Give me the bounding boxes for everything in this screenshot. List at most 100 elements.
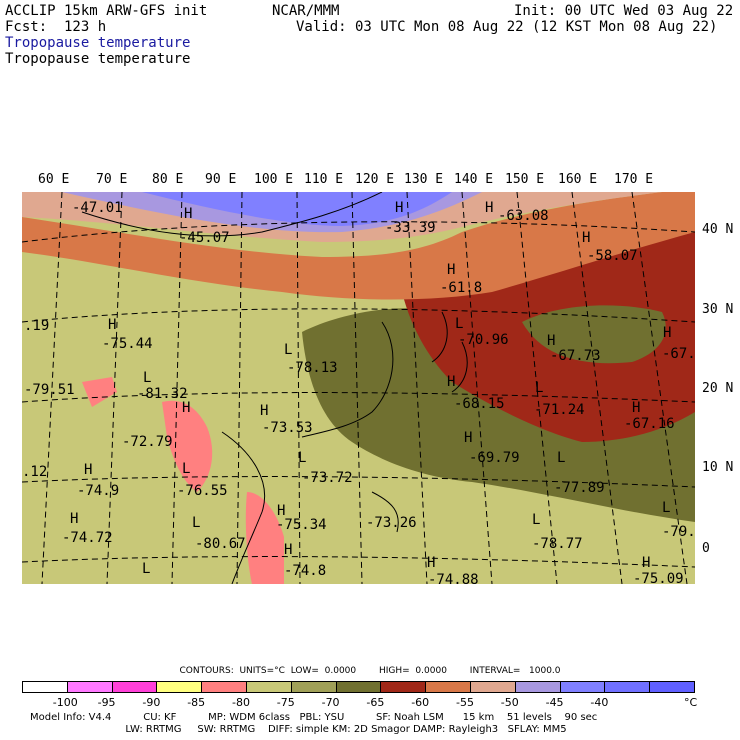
colorbar-label: -60 — [411, 696, 430, 709]
pressure-center-mark: H — [632, 400, 640, 416]
colorbar-swatch — [22, 681, 68, 693]
colorbar-swatch — [201, 681, 247, 693]
pressure-center-mark: H — [464, 430, 472, 446]
pressure-center-mark: H — [447, 374, 455, 390]
temperature-value: -75.09 — [633, 571, 684, 584]
pressure-center-mark: H — [260, 403, 268, 419]
lat-label: 20 N — [702, 381, 734, 396]
colorbar-label: -85 — [187, 696, 206, 709]
temperature-value: -68.15 — [454, 396, 505, 412]
center-label: NCAR/MMM — [272, 3, 340, 19]
temperature-value: -74.88 — [428, 572, 479, 584]
pressure-center-mark: L — [182, 461, 190, 477]
physics-info: LW: RRTMG SW: RRTMG DIFF: simple KM: 2D … — [30, 724, 567, 735]
colorbar-label: -50 — [500, 696, 519, 709]
temperature-value: -71.24 — [534, 402, 585, 418]
temperature-value: -80.67 — [195, 536, 246, 552]
colorbar-swatch — [380, 681, 427, 693]
colorbar-swatch — [156, 681, 203, 693]
pink-patch — [162, 400, 213, 492]
lon-label: 160 E — [558, 172, 598, 187]
tropopause-map: -47.01 H -45.07 H -33.39 H -63.08 H -58.07 H -61.8… — [22, 192, 695, 584]
temperature-value: -33.39 — [385, 220, 436, 236]
pressure-center-mark: H — [485, 200, 493, 216]
pressure-center-mark: H — [547, 333, 555, 349]
pressure-center-mark: L — [143, 370, 151, 386]
temperature-value: -69.79 — [469, 450, 520, 466]
pressure-center-mark: H — [582, 230, 590, 246]
pressure-center-mark: L — [557, 450, 565, 466]
pink-patch — [82, 377, 117, 407]
colorbar-label: -90 — [142, 696, 161, 709]
pressure-center-mark: H — [663, 325, 671, 341]
coastlines — [81, 192, 468, 584]
temperature-value: .12 — [22, 464, 47, 480]
pink-patch — [245, 492, 284, 584]
temperature-value: -73.72 — [302, 470, 353, 486]
colorbar-swatch — [425, 681, 471, 693]
temperature-value: -67.16 — [624, 416, 675, 432]
lat-label: 30 N — [702, 302, 734, 317]
contour-info: CONTOURS: UNITS=°C LOW= 0.0000 HIGH= 0.0… — [179, 666, 561, 676]
lon-label: 120 E — [355, 172, 395, 187]
colorbar-swatch — [290, 681, 337, 693]
pressure-center-mark: H — [184, 206, 192, 222]
valid-time: Valid: 03 UTC Mon 08 Aug 22 (12 KST Mon … — [296, 19, 718, 35]
temperature-value: -58.07 — [587, 248, 638, 264]
pressure-center-mark: H — [427, 555, 435, 571]
temperature-value: -45.07 — [179, 230, 230, 246]
pressure-center-mark: H — [277, 503, 285, 519]
colorbar-label: °C — [684, 696, 698, 709]
pressure-center-mark: H — [182, 400, 190, 416]
colorbar-swatch — [335, 681, 382, 693]
temperature-value: -72.79 — [122, 434, 173, 450]
colorbar-swatch — [514, 681, 561, 693]
lon-label: 130 E — [404, 172, 444, 187]
colorbar-label: -55 — [456, 696, 474, 709]
blue-region — [142, 192, 452, 226]
temperature-value: -47.01 — [72, 200, 123, 216]
temperature-value: -73.26 — [366, 515, 417, 531]
colorbar-label: -65 — [366, 696, 385, 709]
graticule — [22, 192, 695, 584]
lat-label: 10 N — [702, 460, 734, 475]
init-time: Init: 00 UTC Wed 03 Aug 22 — [514, 3, 734, 19]
colorbar-label: -40 — [590, 696, 609, 709]
temperature-value: -81.32 — [137, 386, 188, 402]
field-title-blue: Tropopause temperature — [5, 35, 191, 51]
temperature-value: -79.51 — [24, 382, 75, 398]
temperature-value: -79.5 — [662, 524, 695, 540]
model-title: ACCLIP 15km ARW-GFS init — [5, 3, 208, 19]
pressure-center-mark: H — [447, 262, 455, 278]
pressure-center-mark: H — [108, 317, 116, 333]
temperature-value: -78.13 — [287, 360, 338, 376]
lat-label: 0 — [702, 541, 710, 556]
pressure-center-mark: L — [662, 500, 670, 516]
pressure-center-mark: L — [192, 515, 200, 531]
lon-label: 100 E — [254, 172, 294, 187]
pressure-center-mark: H — [84, 462, 92, 478]
pressure-center-mark: L — [455, 316, 463, 332]
temperature-value: -75.44 — [102, 336, 153, 352]
colorbar-label: -75 — [276, 696, 295, 709]
colorbar-swatch — [604, 681, 651, 693]
lon-label: 90 E — [205, 172, 237, 187]
lon-label: 150 E — [505, 172, 545, 187]
colorbar-swatch — [470, 681, 516, 693]
colorbar-label: -45 — [545, 696, 564, 709]
temperature-value: -63.08 — [498, 208, 549, 224]
pressure-center-mark: H — [395, 200, 403, 216]
pressure-center-mark: H — [642, 555, 650, 571]
pressure-center-mark: L — [284, 342, 292, 358]
temperature-value: -61.8 — [440, 280, 482, 296]
pressure-center-mark: L — [532, 512, 540, 528]
colorbar-label: -100 — [52, 696, 78, 709]
colorbar-label: -70 — [321, 696, 340, 709]
temperature-value: -67. — [662, 346, 695, 362]
colorbar-label: -95 — [97, 696, 116, 709]
temperature-value: -76.55 — [177, 483, 228, 499]
orange-region — [22, 192, 695, 300]
temperature-value: -77.89 — [554, 480, 605, 496]
pressure-center-mark: H — [284, 542, 292, 558]
colorbar-swatch — [66, 681, 113, 693]
